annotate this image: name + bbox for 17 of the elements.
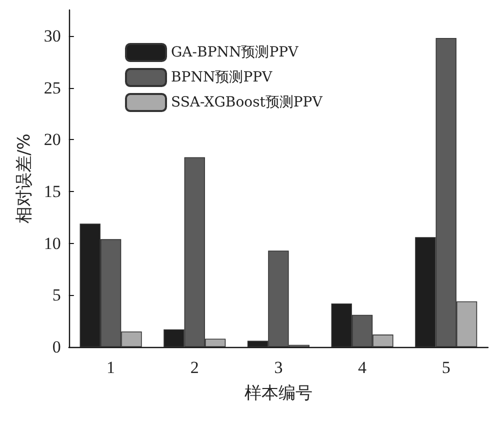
y-tick-label: 20 (44, 130, 61, 150)
y-tick-label: 25 (44, 78, 61, 98)
x-axis-title: 样本编号 (244, 384, 312, 404)
x-tick-label: 3 (274, 358, 283, 377)
x-tick-label: 4 (358, 358, 368, 377)
legend-label: GA-BPNN预测PPV (171, 44, 300, 60)
y-axis-title: 相对误差/% (14, 134, 34, 224)
x-tick-label: 2 (190, 358, 199, 377)
y-tick-label: 0 (52, 338, 61, 356)
y-tick-label: 5 (52, 286, 61, 305)
x-tick-label: 5 (442, 358, 450, 377)
y-tick-label: 15 (44, 182, 61, 201)
y-tick-label: 30 (44, 26, 61, 46)
legend-label: SSA-XGBoost预测PPV (171, 94, 324, 110)
x-tick-label: 1 (106, 358, 116, 377)
legend-label: BPNN预测PPV (171, 70, 274, 86)
y-tick-label: 10 (44, 234, 61, 253)
